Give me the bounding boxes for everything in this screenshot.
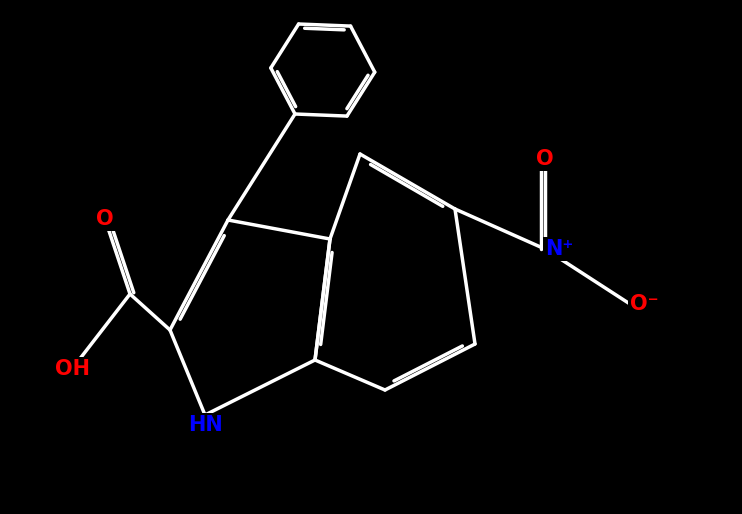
Text: HN: HN — [188, 415, 223, 435]
Text: O: O — [536, 149, 554, 169]
Text: OH: OH — [54, 359, 90, 379]
Text: O: O — [96, 209, 114, 229]
Text: O⁻: O⁻ — [630, 294, 659, 314]
Text: N⁺: N⁺ — [545, 239, 574, 259]
